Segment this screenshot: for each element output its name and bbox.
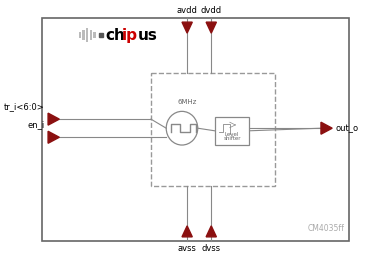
Polygon shape <box>182 226 192 237</box>
Text: us: us <box>138 27 158 42</box>
Text: dvss: dvss <box>202 244 221 253</box>
Text: tr_i<6:0>: tr_i<6:0> <box>4 102 44 111</box>
Bar <box>86 28 88 42</box>
Bar <box>215 117 249 145</box>
Bar <box>90 30 92 40</box>
Text: ch: ch <box>105 27 125 42</box>
Polygon shape <box>321 122 332 134</box>
Text: 6MHz: 6MHz <box>177 99 197 105</box>
Bar <box>82 30 85 40</box>
Bar <box>78 32 81 38</box>
Text: shifter: shifter <box>223 136 241 141</box>
Bar <box>42 18 349 241</box>
Text: ip: ip <box>122 27 138 42</box>
Polygon shape <box>48 131 59 143</box>
Text: Level: Level <box>225 132 239 137</box>
Polygon shape <box>182 22 192 33</box>
Bar <box>93 32 96 38</box>
Text: dvdd: dvdd <box>201 6 222 15</box>
Text: out_o: out_o <box>336 124 359 133</box>
Text: en_i: en_i <box>27 120 44 129</box>
Polygon shape <box>206 22 216 33</box>
Polygon shape <box>48 113 59 125</box>
Bar <box>151 73 275 186</box>
Text: avdd: avdd <box>177 6 198 15</box>
Polygon shape <box>206 226 216 237</box>
Text: CM4035ff: CM4035ff <box>308 224 344 233</box>
Text: avss: avss <box>178 244 197 253</box>
